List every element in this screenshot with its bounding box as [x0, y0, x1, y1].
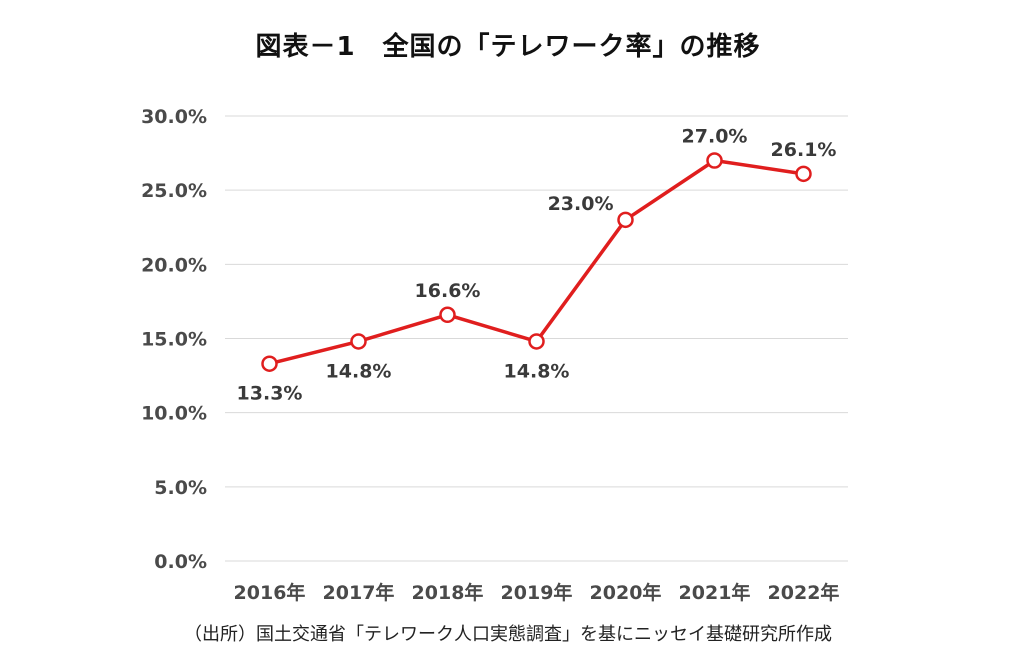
data-point	[706, 152, 723, 169]
x-tick-label: 2020年	[590, 581, 662, 604]
data-points	[261, 152, 812, 372]
data-label: 27.0%	[682, 126, 748, 148]
y-axis-tick-labels: 0.0% 5.0% 10.0% 15.0% 20.0% 25.0% 30.0%	[141, 106, 207, 573]
y-tick-label: 10.0%	[141, 403, 207, 425]
data-point	[439, 306, 456, 324]
source-note: （出所）国土交通省「テレワーク人口実態調査」を基にニッセイ基礎研究所作成	[184, 624, 832, 645]
data-label: 13.3%	[237, 383, 303, 405]
data-point	[528, 333, 545, 350]
y-tick-label: 30.0%	[141, 106, 207, 128]
y-tick-label: 20.0%	[141, 254, 207, 276]
x-tick-label: 2017年	[323, 581, 395, 604]
data-label: 16.6%	[415, 280, 481, 302]
data-point	[350, 333, 367, 350]
x-tick-label: 2022年	[768, 581, 840, 604]
data-point	[261, 355, 278, 372]
x-tick-label: 2019年	[501, 581, 573, 604]
data-labels: 13.3% 14.8% 16.6% 14.8% 23.0% 27.0% 26.1%	[237, 126, 837, 405]
data-label: 26.1%	[771, 139, 837, 161]
x-tick-label: 2018年	[412, 581, 484, 604]
data-point	[795, 165, 812, 183]
chart-title: 図表－1 全国の「テレワーク率」の推移	[255, 32, 761, 62]
x-tick-label: 2016年	[234, 581, 306, 604]
data-label: 23.0%	[548, 193, 614, 215]
y-tick-label: 25.0%	[141, 180, 207, 202]
data-point	[617, 211, 634, 229]
data-label: 14.8%	[326, 360, 392, 382]
y-tick-label: 0.0%	[154, 551, 207, 573]
y-tick-label: 15.0%	[141, 329, 207, 351]
gridlines	[225, 115, 848, 562]
data-label: 14.8%	[504, 360, 570, 382]
y-tick-label: 5.0%	[154, 477, 207, 499]
x-axis-tick-labels: 2016年 2017年 2018年 2019年 2020年 2021年 2022年	[234, 581, 840, 604]
x-tick-label: 2021年	[679, 581, 751, 604]
